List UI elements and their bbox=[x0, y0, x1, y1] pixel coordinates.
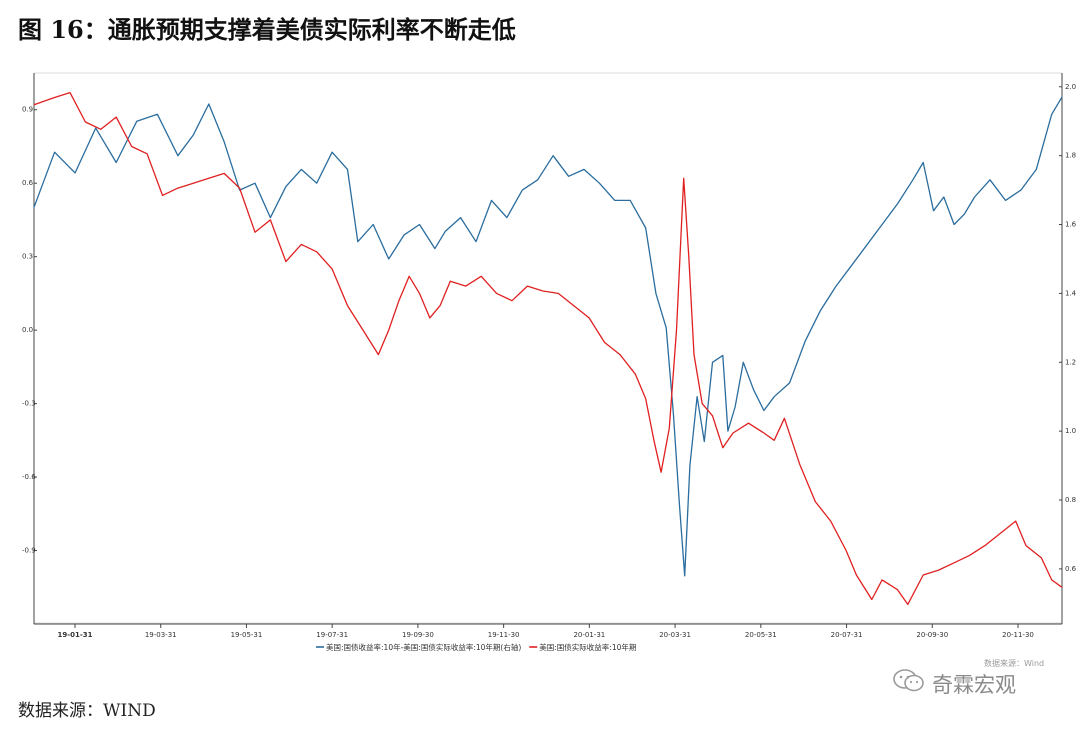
legend: 美国:国债收益率:10年-美国:国债实际收益率:10年期(右轴) 美国:国债实际收… bbox=[316, 642, 636, 652]
right-tick-label: 2.0 bbox=[1065, 83, 1076, 91]
x-tick-label: 20-01-31 bbox=[573, 631, 605, 639]
x-tick-label: 19-07-31 bbox=[316, 631, 348, 639]
left-tick-label: 0.6 bbox=[22, 179, 34, 187]
x-tick-label: 20-11-30 bbox=[1002, 631, 1034, 639]
x-tick-label: 19-01-31 bbox=[57, 631, 92, 639]
left-tick-label: 0.3 bbox=[22, 253, 33, 261]
right-tick-label: 0.8 bbox=[1065, 496, 1076, 504]
watermark: 奇霖宏观 bbox=[892, 668, 1016, 699]
legend-label: 美国:国债实际收益率:10年期 bbox=[539, 642, 636, 652]
wechat-icon bbox=[892, 668, 926, 699]
x-tick-label: 20-09-30 bbox=[916, 631, 948, 639]
watermark-brand: 奇霖宏观 bbox=[932, 672, 1016, 697]
x-tick-label: 19-03-31 bbox=[145, 631, 177, 639]
plot-area bbox=[33, 72, 1063, 625]
right-tick-label: 1.4 bbox=[1065, 289, 1077, 297]
right-tick-label: 1.2 bbox=[1065, 358, 1076, 366]
watermark-note: 数据来源：Wind bbox=[984, 659, 1045, 668]
plot-frame bbox=[33, 72, 1063, 624]
x-axis-ticks: 19-01-31 19-03-31 19-05-31 19-07-31 19-09-30… bbox=[57, 624, 1034, 639]
series-line-1 bbox=[33, 96, 1063, 577]
x-tick-label: 20-03-31 bbox=[659, 631, 691, 639]
figure-title: 图 16：通胀预期支撑着美债实际利率不断走低 bbox=[18, 15, 516, 44]
right-tick-label: 0.6 bbox=[1065, 565, 1077, 573]
series-line-2 bbox=[33, 91, 1063, 606]
x-tick-label: 20-05-31 bbox=[745, 631, 777, 639]
source-note: 数据来源：WIND bbox=[18, 701, 156, 721]
left-axis-ticks: 0.9 0.6 0.3 0.0 -0.3 -0.6 -0.9 bbox=[22, 106, 37, 555]
left-tick-label: 0.0 bbox=[22, 326, 33, 334]
left-tick-label: -0.9 bbox=[22, 547, 36, 555]
x-tick-label: 19-11-30 bbox=[488, 631, 520, 639]
right-axis-ticks: 2.0 1.8 1.6 1.4 1.2 1.0 0.8 0.6 bbox=[1059, 83, 1077, 573]
left-tick-label: 0.9 bbox=[22, 106, 33, 114]
left-tick-label: -0.6 bbox=[22, 473, 36, 481]
right-tick-label: 1.6 bbox=[1065, 221, 1077, 229]
x-tick-label: 19-09-30 bbox=[402, 631, 434, 639]
series-layer bbox=[33, 91, 1063, 606]
x-tick-label: 19-05-31 bbox=[231, 631, 263, 639]
left-tick-label: -0.3 bbox=[22, 400, 36, 408]
right-tick-label: 1.8 bbox=[1065, 152, 1076, 160]
right-tick-label: 1.0 bbox=[1065, 427, 1076, 435]
x-tick-label: 20-07-31 bbox=[831, 631, 863, 639]
legend-label: 美国:国债收益率:10年-美国:国债实际收益率:10年期(右轴) bbox=[326, 642, 521, 652]
